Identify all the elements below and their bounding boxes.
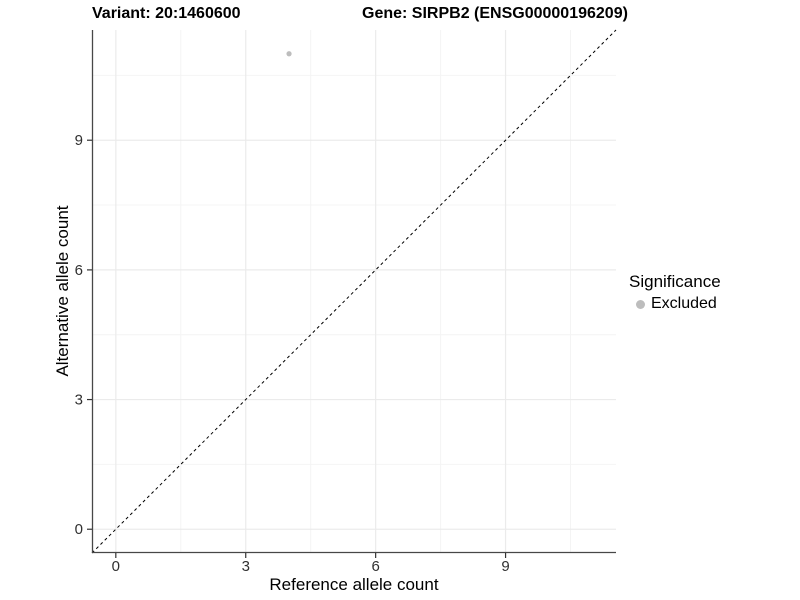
y-tick-label: 3 xyxy=(75,392,83,409)
x-tick-label: 6 xyxy=(371,558,379,575)
plot-title-gene: Gene: SIRPB2 (ENSG00000196209) xyxy=(362,5,628,22)
legend-item-label: Excluded xyxy=(651,295,717,312)
plot-panel: 0 3 6 9 0 3 6 9 xyxy=(75,29,617,575)
legend-item-excluded: Excluded xyxy=(629,295,721,313)
x-tick-label: 9 xyxy=(501,558,509,575)
y-axis-label: Alternative allele count xyxy=(53,205,72,377)
y-tick-label: 6 xyxy=(75,262,83,279)
legend-title: Significance xyxy=(629,272,721,291)
identity-line xyxy=(91,29,617,554)
legend: Significance Excluded xyxy=(629,272,721,313)
x-tick-label: 3 xyxy=(242,558,250,575)
data-point xyxy=(286,51,292,57)
y-tick-label: 0 xyxy=(75,521,83,538)
legend-key-dot xyxy=(636,299,645,309)
x-tick-label: 0 xyxy=(112,558,120,575)
plot-title-variant: Variant: 20:1460600 xyxy=(92,5,241,22)
x-axis-label: Reference allele count xyxy=(269,575,439,594)
y-tick-label: 9 xyxy=(75,132,83,149)
